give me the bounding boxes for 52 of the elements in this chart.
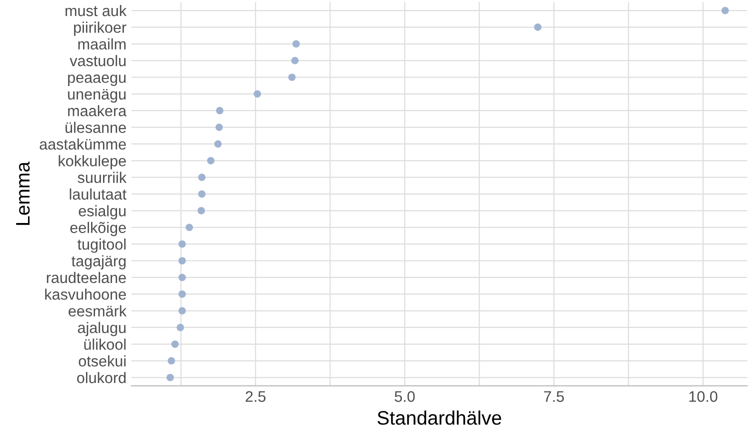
y-tick-label: ülesanne bbox=[66, 122, 126, 133]
point bbox=[216, 106, 224, 114]
y-tick-label: esialgu bbox=[78, 205, 126, 220]
point bbox=[721, 6, 729, 14]
point bbox=[171, 340, 179, 348]
x-tick-label: 5.0 bbox=[394, 391, 415, 402]
y-tick-label: must auk bbox=[66, 4, 127, 16]
point bbox=[534, 24, 542, 31]
point bbox=[176, 324, 184, 332]
point bbox=[186, 224, 193, 232]
x-tick-label: 10.0 bbox=[689, 391, 718, 402]
y-tick-label: eesmärk bbox=[68, 305, 127, 316]
y-tick-label: suurriik bbox=[78, 172, 127, 184]
y-tick-label: unenägu bbox=[68, 89, 126, 103]
y-tick-label: peaaegu bbox=[68, 74, 126, 86]
point bbox=[178, 290, 186, 298]
point bbox=[198, 174, 206, 182]
point bbox=[178, 257, 186, 264]
y-tick-label: maailm bbox=[78, 38, 126, 50]
point bbox=[207, 156, 214, 164]
point bbox=[168, 357, 176, 365]
y-tick-label: olukord bbox=[77, 372, 126, 384]
point bbox=[178, 307, 186, 314]
point bbox=[198, 190, 206, 198]
y-tick-label: vastuolu bbox=[70, 55, 126, 66]
y-tick-label: kasvuhoone bbox=[45, 288, 126, 300]
x-tick-label: 7.5 bbox=[544, 391, 564, 402]
y-tick-label: ajalugu bbox=[78, 322, 126, 336]
y-tick-label: eelkõige bbox=[70, 222, 126, 236]
y-tick-label: tagajärg bbox=[72, 255, 126, 270]
y-axis-title: Lemma bbox=[16, 162, 30, 225]
y-tick-label: piirikoer bbox=[74, 22, 126, 36]
y-tick-label: tugitool bbox=[78, 238, 126, 253]
y-tick-label: maakera bbox=[68, 105, 127, 116]
y-tick-label: kokkulepe bbox=[58, 155, 126, 170]
y-tick-label: raudteelane bbox=[46, 272, 126, 284]
point bbox=[178, 240, 186, 248]
y-tick-label: ülikool bbox=[84, 338, 126, 350]
point bbox=[198, 207, 205, 214]
point bbox=[292, 40, 300, 48]
point bbox=[214, 140, 222, 148]
point bbox=[291, 56, 299, 64]
point bbox=[215, 124, 223, 131]
x-axis-title: Standardhälve bbox=[378, 410, 502, 425]
y-tick-label: otsekui bbox=[78, 355, 126, 367]
x-tick-label: 2.5 bbox=[246, 391, 266, 402]
y-tick-label: laulutaat bbox=[70, 188, 126, 200]
point bbox=[166, 374, 174, 382]
y-tick-label: aastakümme bbox=[40, 138, 126, 150]
point bbox=[178, 274, 186, 282]
point bbox=[254, 90, 262, 98]
point bbox=[288, 74, 296, 81]
